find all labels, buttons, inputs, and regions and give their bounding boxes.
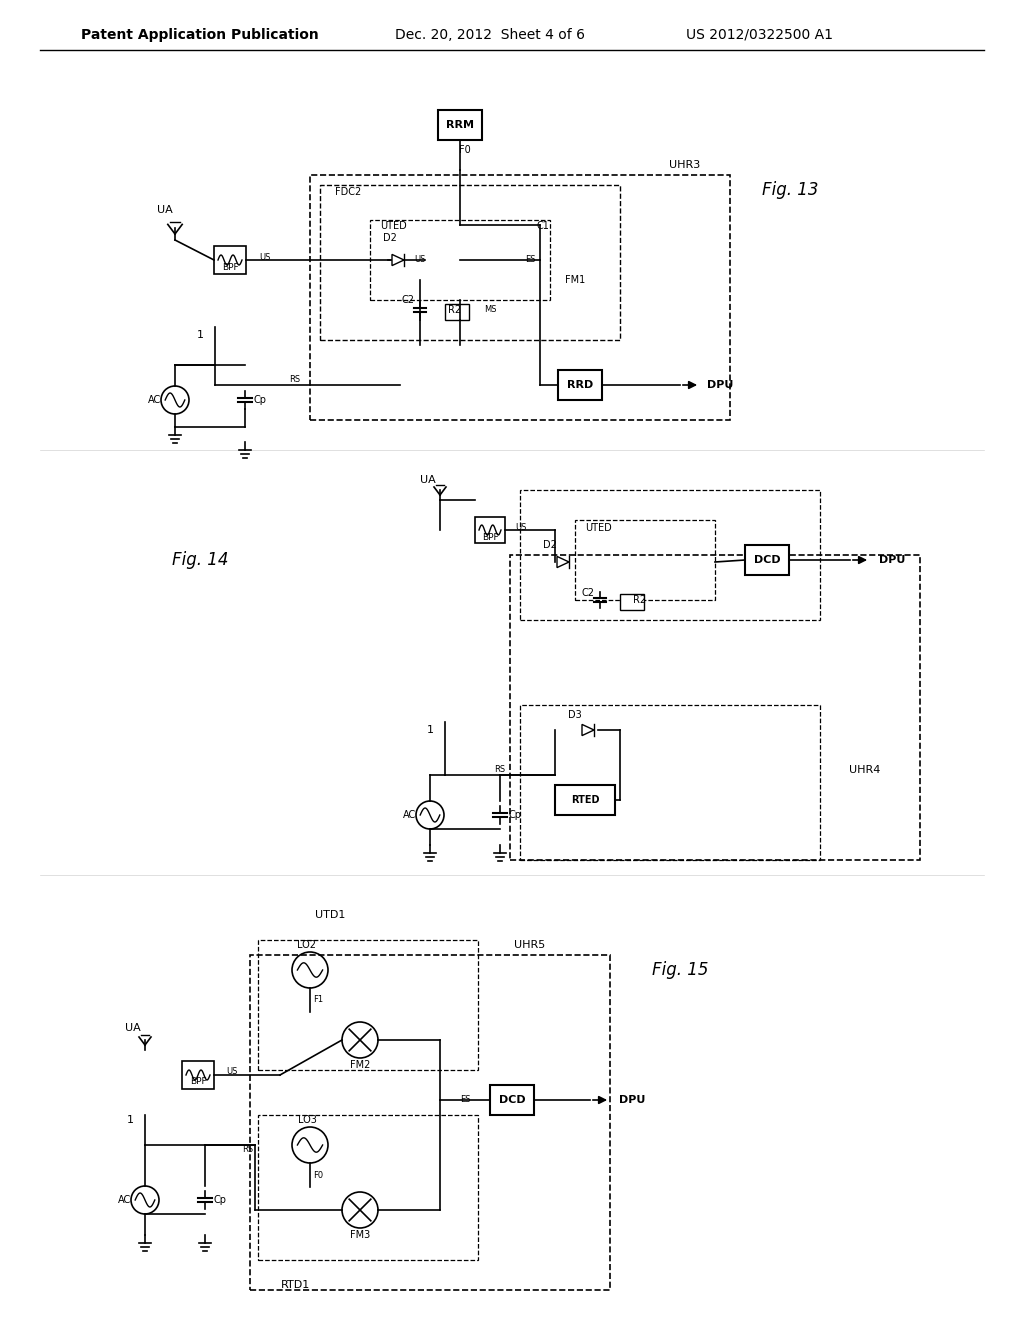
Text: RRD: RRD (567, 380, 593, 389)
Text: Cp: Cp (509, 810, 521, 820)
Text: F1: F1 (313, 995, 323, 1005)
Text: C2: C2 (401, 294, 415, 305)
Text: UA: UA (125, 1023, 141, 1034)
Text: F0: F0 (459, 145, 471, 154)
Bar (745, 545, 790, 576)
Bar (214, 246, 246, 275)
Text: UA: UA (157, 205, 173, 215)
Text: ES: ES (524, 256, 536, 264)
Text: FM3: FM3 (350, 1230, 370, 1239)
Text: 1: 1 (427, 725, 433, 735)
Text: DCD: DCD (754, 554, 780, 565)
Text: RTD1: RTD1 (281, 1280, 309, 1290)
Text: AC: AC (119, 1195, 132, 1205)
Bar (319, 185, 620, 341)
Text: US: US (226, 1068, 238, 1077)
Text: D2: D2 (543, 540, 557, 550)
Bar (558, 370, 602, 400)
Text: R2: R2 (634, 595, 646, 605)
Polygon shape (582, 725, 594, 735)
Text: DPU: DPU (707, 380, 733, 389)
Text: BPF: BPF (221, 263, 239, 272)
Text: FM2: FM2 (350, 1060, 371, 1071)
Text: RRM: RRM (446, 120, 474, 129)
Bar (575, 520, 715, 601)
Text: D3: D3 (568, 710, 582, 719)
Text: MS: MS (483, 305, 497, 314)
Text: Dec. 20, 2012  Sheet 4 of 6: Dec. 20, 2012 Sheet 4 of 6 (395, 28, 585, 42)
Text: D2: D2 (383, 234, 397, 243)
Text: C1: C1 (537, 220, 550, 231)
Text: UHR5: UHR5 (514, 940, 546, 950)
Text: RS: RS (243, 1146, 254, 1155)
Text: US: US (515, 523, 526, 532)
Text: DPU: DPU (618, 1096, 645, 1105)
Text: US: US (259, 252, 270, 261)
Text: 1: 1 (127, 1115, 133, 1125)
Bar (258, 940, 478, 1071)
Bar (555, 785, 615, 814)
Text: FM1: FM1 (565, 275, 585, 285)
Bar (258, 1115, 478, 1261)
Text: LO2: LO2 (298, 940, 316, 950)
Text: DCD: DCD (499, 1096, 525, 1105)
Text: RS: RS (290, 375, 301, 384)
Text: Cp: Cp (213, 1195, 226, 1205)
Text: ES: ES (460, 1096, 470, 1105)
Polygon shape (392, 255, 404, 265)
Bar (182, 1061, 214, 1089)
Bar (438, 110, 482, 140)
Text: Fig. 13: Fig. 13 (762, 181, 818, 199)
Bar (520, 705, 820, 861)
Text: Cp: Cp (254, 395, 266, 405)
Text: Fig. 14: Fig. 14 (172, 550, 228, 569)
Bar (520, 490, 820, 620)
Text: UHR4: UHR4 (849, 766, 880, 775)
Text: LO3: LO3 (298, 1115, 316, 1125)
Text: US: US (415, 256, 426, 264)
Text: BPF: BPF (481, 532, 499, 541)
Bar (445, 304, 469, 319)
Text: RTED: RTED (570, 795, 599, 805)
Text: US 2012/0322500 A1: US 2012/0322500 A1 (686, 28, 834, 42)
Text: UTED: UTED (585, 523, 611, 533)
Bar (250, 954, 610, 1290)
Text: BPF: BPF (189, 1077, 206, 1086)
Bar (490, 1085, 534, 1115)
Text: R2: R2 (449, 305, 462, 315)
Text: UTD1: UTD1 (314, 909, 345, 920)
Text: 1: 1 (197, 330, 204, 341)
Text: Patent Application Publication: Patent Application Publication (81, 28, 318, 42)
Text: AC: AC (403, 810, 417, 820)
Text: DPU: DPU (879, 554, 905, 565)
Bar (310, 176, 730, 420)
Bar (620, 594, 644, 610)
Text: C2: C2 (582, 587, 595, 598)
Text: Fig. 15: Fig. 15 (651, 961, 709, 979)
Text: UTED: UTED (380, 220, 407, 231)
Text: RS: RS (495, 766, 506, 775)
Bar (475, 517, 505, 543)
Text: UA: UA (420, 475, 436, 484)
Text: F0: F0 (313, 1171, 323, 1180)
Bar (370, 220, 550, 300)
Text: UHR3: UHR3 (669, 160, 700, 170)
Text: AC: AC (148, 395, 162, 405)
Text: FDC2: FDC2 (335, 187, 361, 197)
Bar (510, 554, 920, 861)
Polygon shape (557, 557, 569, 568)
